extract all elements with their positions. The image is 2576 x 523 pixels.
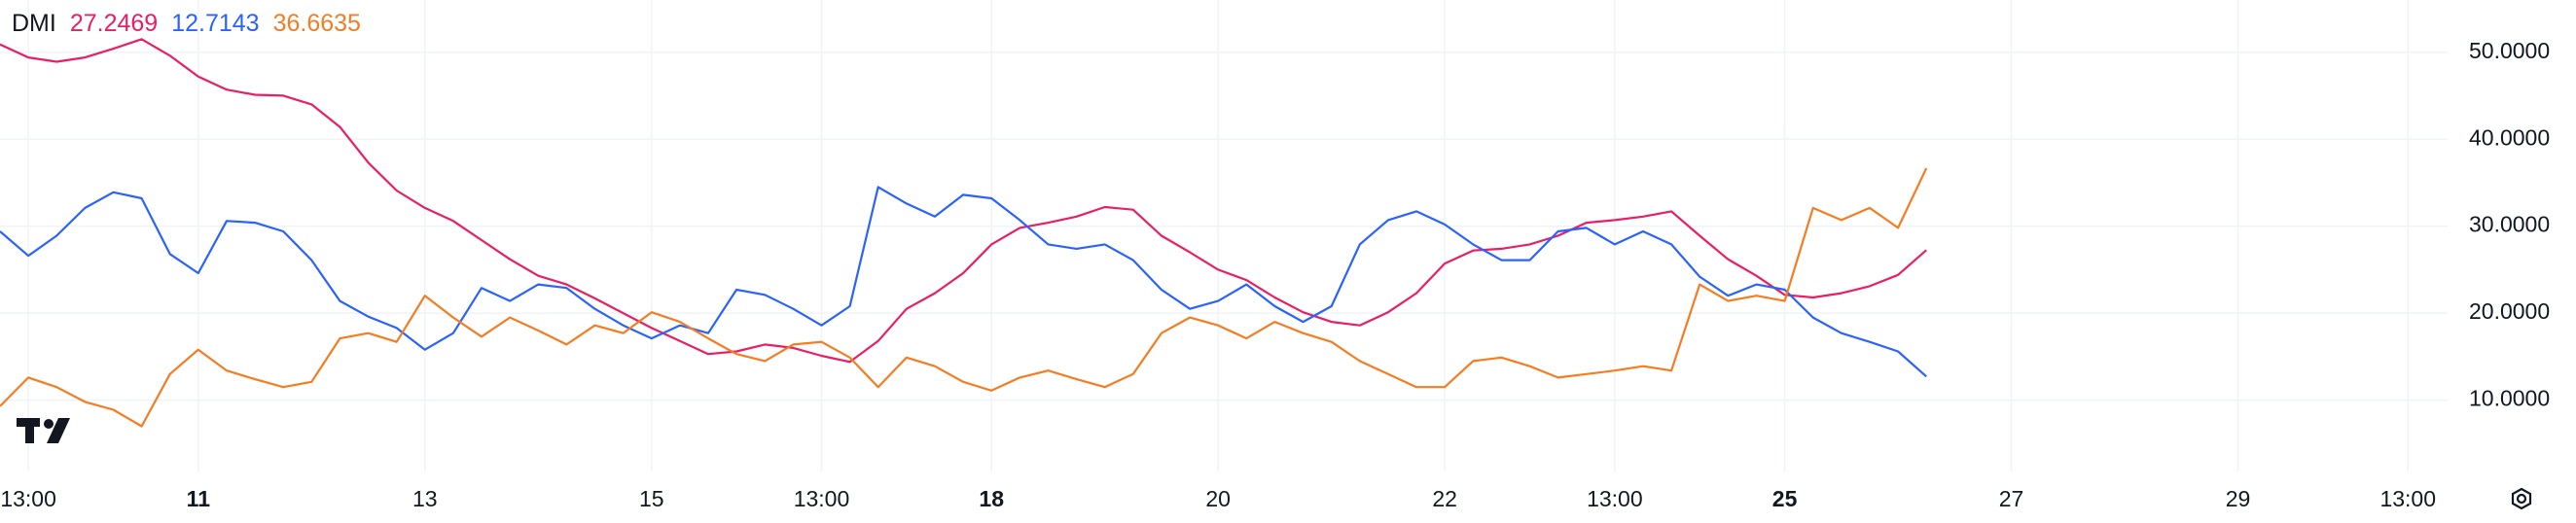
line	[0, 186, 1927, 378]
tradingview-logo	[17, 418, 70, 443]
settings-icon[interactable]	[2511, 487, 2532, 510]
y-tick-label: 50.0000	[2469, 38, 2550, 63]
line	[0, 38, 1927, 364]
x-tick-label: 13	[412, 486, 438, 511]
x-tick-label: 13:00	[794, 486, 850, 511]
y-tick-label: 10.0000	[2469, 386, 2550, 411]
line	[0, 167, 1928, 428]
legend-title: DMI	[12, 10, 56, 37]
legend: DMI 27.2469 12.7143 36.6635	[12, 10, 361, 38]
legend-value: 27.2469	[69, 10, 159, 37]
x-tick-label: 13:00	[2379, 486, 2436, 511]
plot: 13:00 11 13 15 13:00 18 20 22 13:00 25 27 29 13:00 10…	[0, 0, 2550, 511]
legend-value: 36.6635	[272, 10, 361, 37]
x-tick-label: 20	[1205, 486, 1231, 511]
y-tick-label: 30.0000	[2469, 212, 2550, 237]
legend-value: 12.7143	[171, 10, 260, 37]
gridlines	[0, 0, 2448, 471]
x-tick-label: 18	[979, 486, 1004, 511]
x-tick-label: 22	[1432, 486, 1457, 511]
y-tick-label: 40.0000	[2469, 124, 2550, 150]
x-tick-label: 13:00	[0, 486, 56, 511]
x-tick-label: 15	[639, 486, 664, 511]
y-tick-label: 20.0000	[2469, 298, 2550, 324]
x-tick-label: 13:00	[1587, 486, 1643, 511]
x-tick-label: 11	[187, 486, 211, 511]
x-tick-label: 25	[1772, 486, 1798, 511]
x-tick-label: 29	[2226, 486, 2251, 511]
x-tick-label: 27	[1999, 486, 2024, 511]
